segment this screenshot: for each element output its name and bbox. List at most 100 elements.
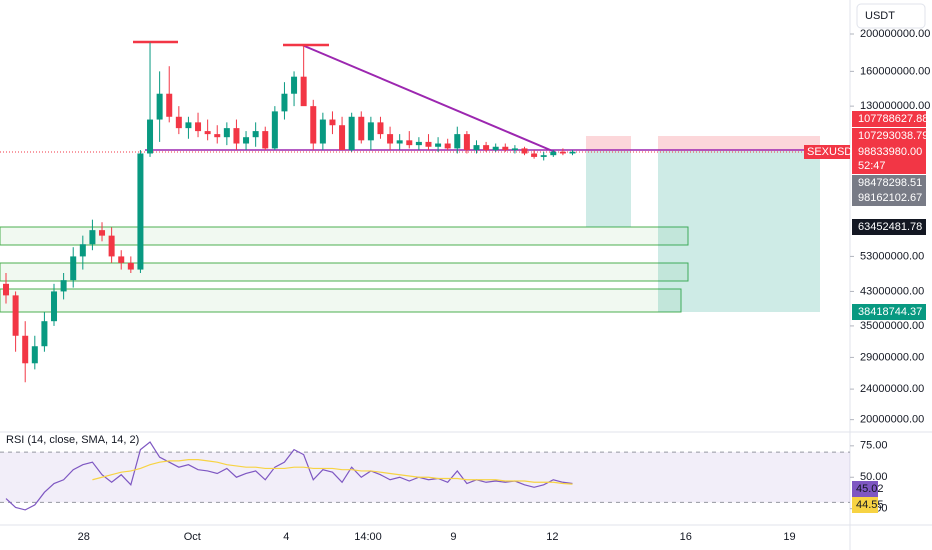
stop-box — [586, 136, 631, 151]
stop-box — [658, 136, 820, 151]
candle-body — [531, 153, 538, 157]
x-tick-label: 4 — [283, 531, 289, 543]
candle-body — [175, 116, 182, 129]
rsi-value-label: 45.02 — [856, 483, 884, 495]
x-tick-label: 12 — [546, 531, 558, 543]
x-tick-label: 28 — [78, 531, 90, 543]
candle-body — [156, 93, 163, 120]
candle-body — [310, 106, 317, 144]
zone — [0, 262, 689, 282]
y-tick-label: 160000000.00 — [860, 65, 930, 77]
price-tag — [852, 128, 926, 144]
target-box — [586, 151, 631, 227]
candle-body — [473, 145, 480, 151]
candle-body — [243, 137, 250, 144]
y-tick-label: 24000000.00 — [860, 383, 924, 395]
y-tick-label: 130000000.00 — [860, 100, 930, 112]
price-tag — [852, 219, 926, 235]
candle-body — [329, 119, 336, 126]
candle-body — [108, 235, 115, 257]
target-box — [658, 151, 820, 312]
x-tick-label: Oct — [184, 531, 201, 543]
x-tick-label: 16 — [680, 531, 692, 543]
rsi-tick-label: 50.00 — [860, 471, 888, 483]
candle-body — [367, 122, 374, 141]
y-tick-label: 53000000.00 — [860, 250, 924, 262]
candle-body — [569, 151, 576, 154]
candle-body — [127, 262, 134, 270]
candle-body — [70, 256, 77, 281]
price-tag — [852, 111, 926, 127]
price-tag — [852, 190, 926, 206]
candle-body — [454, 134, 461, 149]
candle-body — [406, 140, 413, 146]
candle-body — [204, 131, 211, 135]
candle-body — [492, 146, 499, 151]
y-tick-label: 20000000.00 — [860, 414, 924, 426]
candle-body — [387, 134, 394, 144]
price-tag-label: 107788627.88 — [858, 113, 928, 125]
price-tag-label: 98478298.51 — [858, 177, 922, 189]
candle-body — [223, 128, 230, 138]
candle-body — [339, 125, 346, 151]
y-tick-label: 29000000.00 — [860, 351, 924, 363]
x-tick-label: 14:00 — [354, 531, 382, 543]
candle-body — [166, 93, 173, 117]
candle-body — [425, 141, 432, 147]
currency: USDT — [865, 10, 895, 22]
price-tag-label: 98162102.67 — [858, 192, 922, 204]
candle-body — [233, 128, 240, 144]
candle-body — [281, 93, 288, 112]
candle-body — [396, 140, 403, 144]
candle-body — [262, 131, 269, 149]
candle-body — [214, 134, 221, 138]
candle-body — [483, 145, 490, 151]
candle-body — [118, 256, 125, 263]
candle-body — [444, 143, 451, 149]
candle-body — [358, 116, 365, 141]
candle-body — [550, 151, 557, 156]
candle-body — [60, 280, 67, 292]
price-tag — [852, 158, 926, 174]
candle-body — [511, 148, 518, 151]
candle-body — [51, 291, 58, 322]
candle-body — [521, 148, 528, 154]
price-tag-label: 107293038.79 — [858, 130, 928, 142]
candle-body — [559, 151, 566, 154]
price-tag — [852, 175, 926, 191]
y-tick-label: 35000000.00 — [860, 320, 924, 332]
candle-body — [79, 244, 86, 257]
price-tag-label: 52:47 — [858, 160, 886, 172]
candle-body — [185, 122, 192, 129]
symbol-tag — [804, 145, 850, 159]
rsi-tick-label: 75.00 — [860, 440, 888, 452]
y-tick-label: 200000000.00 — [860, 28, 930, 40]
candle-body — [271, 111, 278, 149]
x-tick-label: 19 — [783, 531, 795, 543]
price-tag-label: 63452481.78 — [858, 221, 922, 233]
x-tick-label: 9 — [450, 531, 456, 543]
candle-body — [463, 134, 470, 151]
candle-body — [348, 116, 355, 151]
candle-body — [3, 283, 10, 296]
candle-body — [195, 122, 202, 132]
candle-body — [31, 346, 38, 364]
price-tag-label: 38418744.37 — [858, 306, 922, 318]
candle-body — [147, 119, 154, 154]
currency-button[interactable] — [856, 3, 926, 29]
candle-body — [540, 155, 547, 157]
rsi-line — [92, 459, 573, 485]
symbol-label: SEXUSDT — [807, 146, 859, 158]
y-tick-label: 43000000.00 — [860, 285, 924, 297]
candle-body — [137, 153, 144, 270]
rsi-value-tag — [852, 497, 878, 513]
candle-body — [300, 76, 307, 107]
trend-line — [301, 44, 556, 153]
candle-body — [502, 146, 509, 151]
candle-body — [22, 335, 29, 364]
candle-body — [89, 230, 96, 245]
rsi-title: RSI (14, close, SMA, 14, 2) — [6, 434, 139, 446]
candle-body — [41, 321, 48, 347]
